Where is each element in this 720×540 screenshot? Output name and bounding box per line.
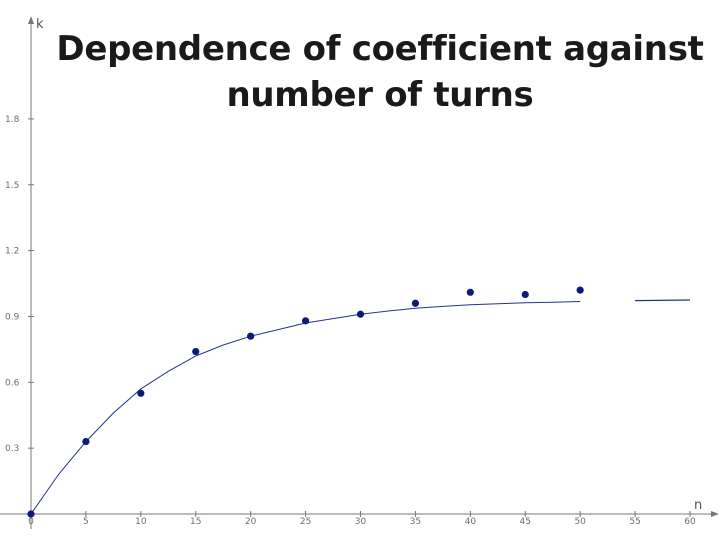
fit-curve <box>30 301 581 515</box>
x-tick-label: 5 <box>83 517 89 527</box>
data-point <box>576 286 584 294</box>
data-point <box>466 288 474 296</box>
data-point <box>192 347 200 356</box>
chart-title: Dependence of coefficient against number… <box>40 26 720 118</box>
x-axis-arrow <box>711 511 719 517</box>
data-point <box>27 510 35 518</box>
fit-curve-extension <box>635 299 691 302</box>
data-point <box>411 299 420 307</box>
data-point <box>247 332 255 340</box>
y-tick-label: 1.5 <box>5 181 19 191</box>
x-tick-label: 30 <box>355 517 367 527</box>
x-tick-label: 20 <box>245 517 257 527</box>
x-tick-label: 50 <box>574 517 586 527</box>
y-axis-label: k <box>36 17 44 32</box>
chart-title-line-1: Dependence of coefficient against <box>56 29 704 69</box>
x-tick-label: 55 <box>629 517 640 527</box>
y-tick-label: 1.8 <box>5 115 20 125</box>
x-tick-label: 15 <box>190 517 201 527</box>
data-point <box>137 389 145 397</box>
data-point <box>301 317 310 325</box>
x-tick-label: 60 <box>684 517 696 527</box>
x-tick-label: 10 <box>135 517 147 527</box>
y-tick-label: 0.9 <box>5 312 20 322</box>
y-tick-label: 1.2 <box>5 247 19 257</box>
data-point <box>356 310 365 318</box>
y-tick-label: 0.3 <box>5 444 19 454</box>
x-tick-label: 0 <box>28 517 34 527</box>
y-axis-arrow <box>28 16 34 24</box>
data-point <box>82 437 90 446</box>
x-tick-label: 40 <box>465 517 477 527</box>
x-tick-label: 45 <box>520 517 531 527</box>
data-point <box>521 290 529 299</box>
x-axis-label: n <box>694 498 702 513</box>
x-tick-label: 25 <box>300 517 311 527</box>
y-tick-label: 0.6 <box>5 378 20 388</box>
chart-title-line-2: number of turns <box>226 75 534 115</box>
x-tick-label: 35 <box>410 517 421 527</box>
